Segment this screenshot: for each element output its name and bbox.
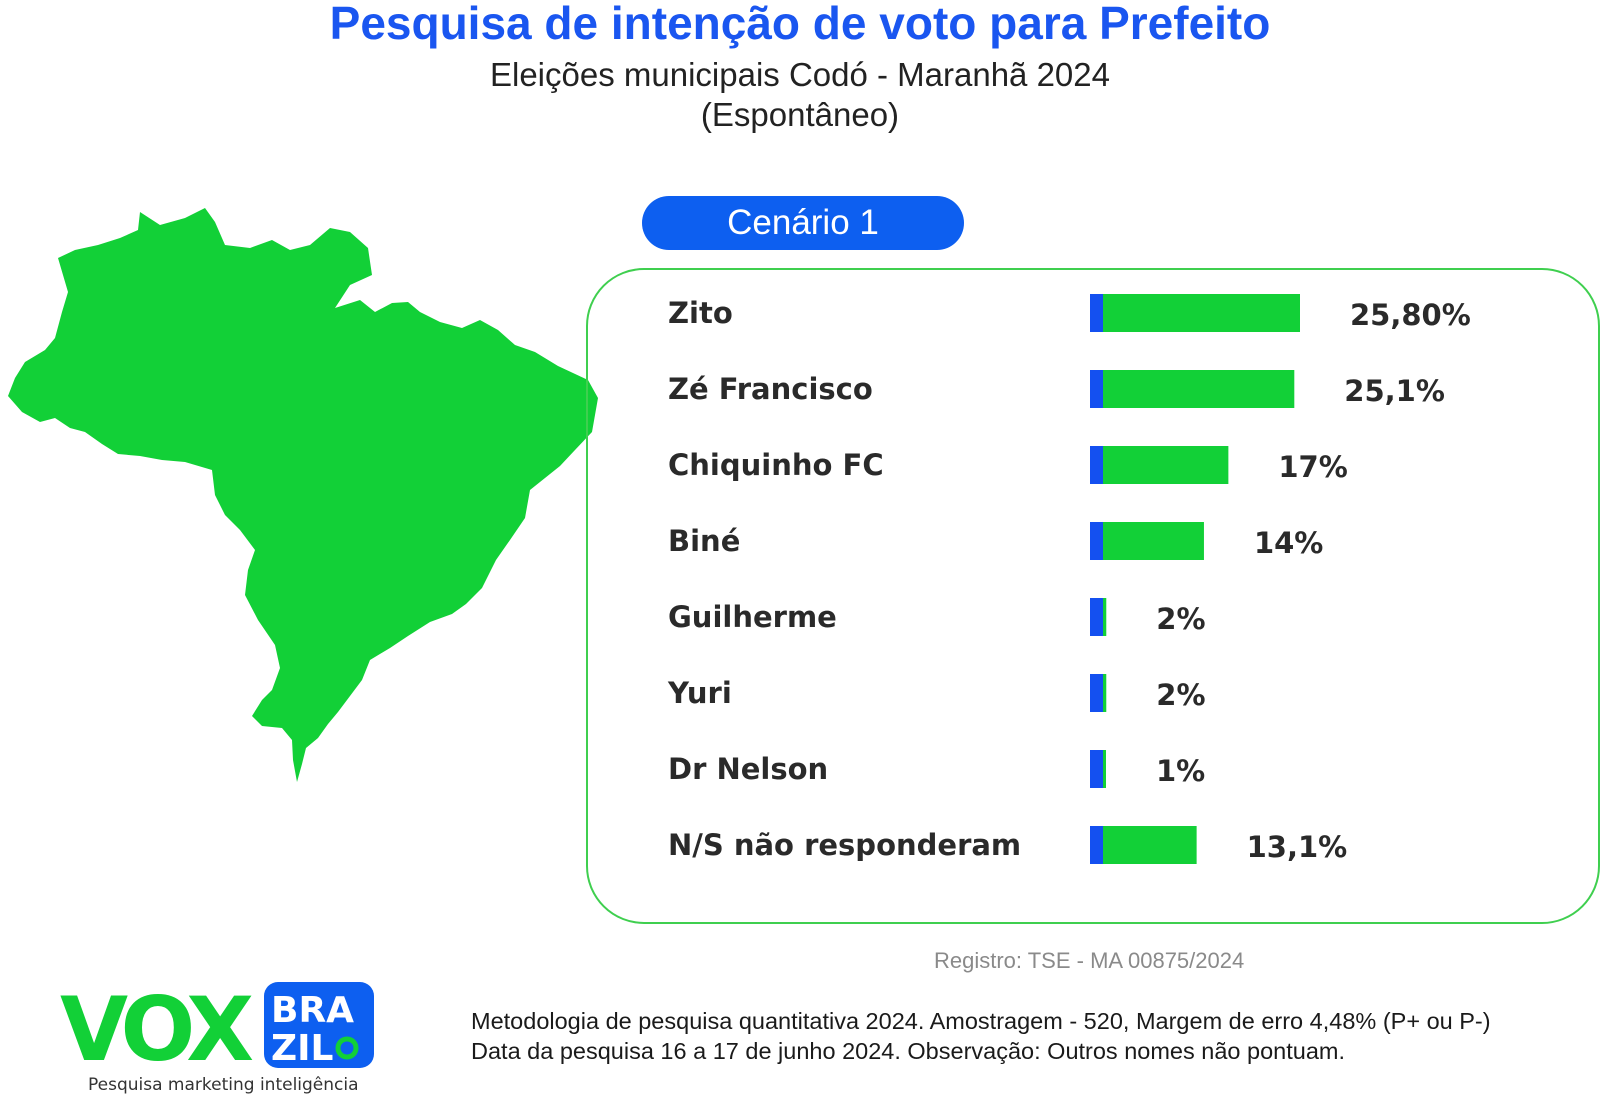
logo-badge [264,982,374,1068]
logo-tagline: Pesquisa marketing inteligência [88,1075,359,1095]
subtitle-election: Eleições municipais Codó - Maranhã 2024 [489,56,1110,93]
bar-cap [1090,826,1103,864]
candidate-label: Zé Francisco [668,372,873,406]
chart-panel [586,268,1600,924]
logo-zil-text: ZIL [271,1028,333,1069]
logo-bra-text: BRA [271,990,354,1031]
logo-vox-text: VOX [60,978,253,1074]
candidate-label: Chiquinho FC [668,448,884,482]
value-label: 25,80% [1350,298,1471,332]
value-label: 17% [1278,450,1347,484]
value-label: 1% [1156,754,1205,788]
vox-brazil-logo: VOX BRA ZIL [60,978,374,1074]
candidate-label: Yuri [667,676,732,710]
page-title: Pesquisa de intenção de voto para Prefei… [329,0,1271,49]
bar [1090,522,1204,560]
bar [1090,446,1229,484]
logo-ring-icon [335,1036,359,1060]
candidate-label: Guilherme [668,600,837,634]
bar-cap [1090,750,1103,788]
candidate-label: N/S não responderam [668,828,1021,862]
bar-cap [1090,598,1103,636]
bar-cap [1090,522,1103,560]
methodology-text: Metodologia de pesquisa quantitativa 202… [471,1008,1491,1034]
value-label: 2% [1156,678,1205,712]
bar-cap [1090,446,1103,484]
bar [1090,370,1295,408]
value-label: 2% [1156,602,1205,636]
value-label: 14% [1254,526,1323,560]
value-label: 25,1% [1344,374,1445,408]
survey-date-text: Data da pesquisa 16 a 17 de junho 2024. … [471,1038,1345,1064]
candidate-label: Zito [668,296,733,330]
bar [1090,294,1300,332]
scenario-badge: Cenário 1 [642,196,964,250]
bar-cap [1090,674,1103,712]
bar [1090,826,1197,864]
tse-registration: Registro: TSE - MA 00875/2024 [934,948,1245,973]
brazil-map-icon [8,208,598,782]
bar-cap [1090,370,1103,408]
candidate-label: Dr Nelson [668,752,828,786]
value-label: 13,1% [1247,830,1348,864]
candidate-label: Biné [668,524,740,558]
bar-cap [1090,294,1103,332]
subtitle-type: (Espontâneo) [700,96,900,133]
